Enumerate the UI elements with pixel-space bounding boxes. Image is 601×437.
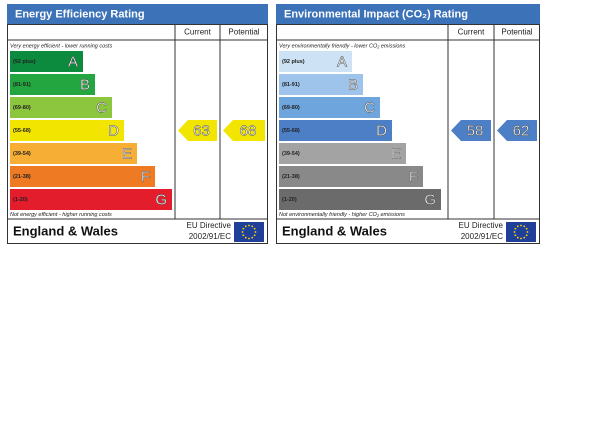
band-range: (92 plus)	[282, 59, 305, 65]
band-letter: D	[108, 122, 119, 139]
eu-star	[253, 227, 256, 230]
eu-star	[248, 237, 250, 240]
column-header: Current	[458, 28, 485, 37]
band-letter: E	[122, 145, 132, 162]
bottom-note: Not energy efficient - higher running co…	[10, 212, 112, 218]
eu-star	[253, 234, 256, 237]
rating-band	[10, 189, 172, 210]
band-letter: B	[348, 76, 358, 93]
band-letter: C	[96, 99, 107, 116]
band-range: (81-91)	[282, 82, 300, 88]
eu-star	[516, 236, 519, 239]
eu-star	[516, 225, 519, 228]
rating-band	[279, 97, 380, 118]
eu-star	[244, 225, 247, 228]
column-header: Current	[184, 28, 211, 37]
band-letter: F	[409, 168, 418, 185]
eu-star	[525, 234, 528, 237]
band-letter: D	[376, 122, 387, 139]
band-letter: A	[337, 53, 347, 70]
footer-directive-code: 2002/91/EC	[461, 232, 503, 241]
band-range: (21-38)	[13, 174, 31, 180]
rating-band	[279, 120, 392, 141]
eu-star	[248, 224, 250, 227]
panel-title: Energy Efficiency Rating	[15, 8, 145, 20]
band-range: (1-20)	[13, 197, 28, 203]
rating-band	[279, 143, 406, 164]
title-bar	[7, 4, 268, 24]
rating-band	[279, 189, 441, 210]
rating-band	[10, 97, 112, 118]
band-letter: G	[155, 191, 167, 208]
rating-band	[10, 120, 124, 141]
eu-star	[523, 225, 526, 228]
band-range: (81-91)	[13, 82, 31, 88]
eu-star	[514, 227, 517, 230]
panel-frame	[7, 24, 268, 244]
footer-directive: EU Directive	[187, 221, 232, 230]
top-note: Very energy efficient - lower running co…	[10, 43, 112, 49]
eu-star	[242, 227, 245, 230]
eu-star	[251, 236, 254, 239]
rating-band	[10, 166, 155, 187]
eu-star	[254, 231, 257, 233]
rating-band	[10, 143, 137, 164]
eu-star	[514, 234, 517, 237]
rating-value: 63	[193, 122, 210, 139]
eu-star	[520, 224, 522, 227]
band-range: (69-80)	[282, 105, 300, 111]
rating-band	[10, 74, 95, 95]
eu-star	[523, 236, 526, 239]
band-letter: E	[391, 145, 401, 162]
eu-star	[251, 225, 254, 228]
rating-band	[279, 74, 363, 95]
band-range: (39-54)	[282, 151, 300, 157]
column-header: Potential	[228, 28, 259, 37]
eu-flag	[234, 222, 264, 242]
band-range: (39-54)	[13, 151, 31, 157]
eu-star	[513, 231, 516, 233]
top-note: Very environmentally friendly - lower CO…	[279, 43, 406, 49]
band-range: (69-80)	[13, 105, 31, 111]
panel-frame	[276, 24, 540, 244]
rating-arrow	[178, 120, 217, 141]
footer-directive: EU Directive	[459, 221, 504, 230]
rating-band	[279, 166, 423, 187]
band-letter: G	[424, 191, 436, 208]
band-letter: A	[68, 53, 78, 70]
rating-arrow	[223, 120, 265, 141]
eu-star	[244, 236, 247, 239]
eu-star	[242, 234, 245, 237]
footer-region: England & Wales	[282, 223, 387, 238]
rating-value: 62	[513, 122, 530, 139]
band-range: (1-20)	[282, 197, 297, 203]
band-range: (92 plus)	[13, 59, 36, 65]
rating-band	[10, 51, 83, 72]
column-header: Potential	[501, 28, 532, 37]
eu-star	[526, 231, 529, 233]
eu-star	[520, 237, 522, 240]
eu-star	[241, 231, 244, 233]
rating-arrow	[451, 120, 491, 141]
band-letter: C	[364, 99, 375, 116]
footer-region: England & Wales	[13, 223, 118, 238]
bottom-note: Not environmentally friendly - higher CO…	[279, 212, 405, 218]
footer-directive-code: 2002/91/EC	[189, 232, 231, 241]
band-range: (55-68)	[13, 128, 31, 134]
title-bar	[276, 4, 540, 24]
panel-title: Environmental Impact (CO₂) Rating	[284, 8, 468, 20]
band-range: (55-68)	[282, 128, 300, 134]
rating-arrow	[497, 120, 537, 141]
band-letter: F	[141, 168, 150, 185]
rating-value: 58	[467, 122, 484, 139]
eu-star	[525, 227, 528, 230]
band-range: (21-38)	[282, 174, 300, 180]
rating-band	[279, 51, 352, 72]
eu-flag	[506, 222, 536, 242]
rating-value: 68	[240, 122, 257, 139]
band-letter: B	[80, 76, 90, 93]
